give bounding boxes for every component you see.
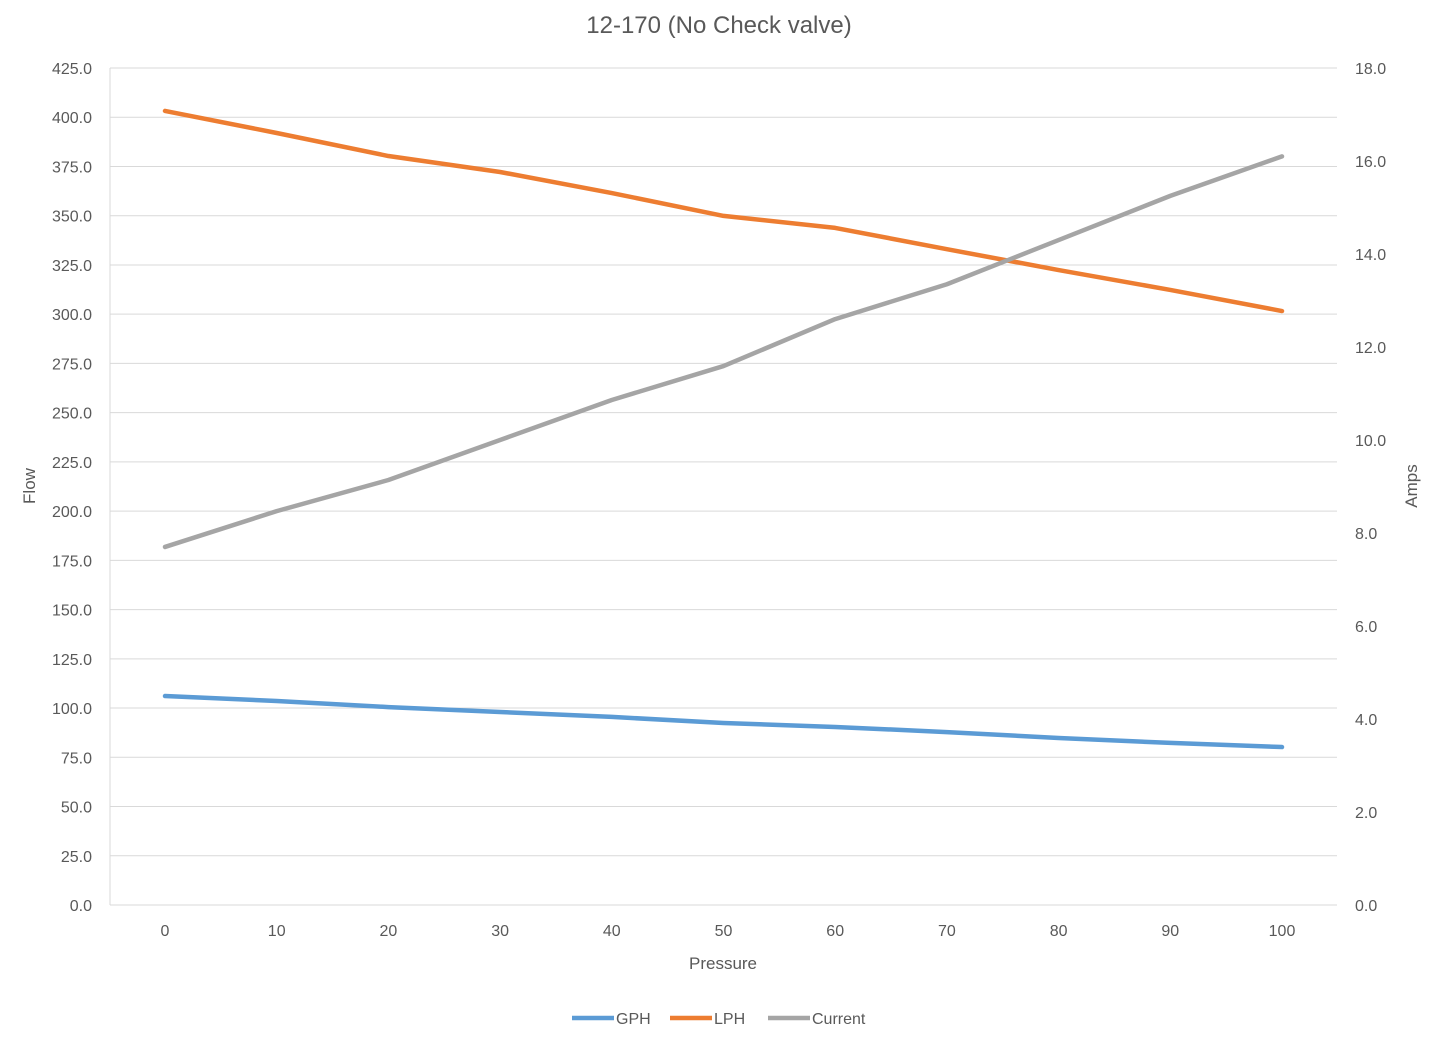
y-tick-label: 350.0: [52, 209, 92, 226]
y2-tick-label: 12.0: [1355, 340, 1386, 357]
y-tick-label: 75.0: [61, 750, 92, 767]
x-axis-ticks: 0 10 20 30 40 50 60 70 80 90 100: [161, 923, 1296, 940]
y-tick-label: 225.0: [52, 455, 92, 472]
y-tick-label: 300.0: [52, 307, 92, 324]
x-tick-label: 100: [1269, 923, 1296, 940]
y-tick-label: 375.0: [52, 159, 92, 176]
y-tick-label: 200.0: [52, 504, 92, 521]
y2-tick-label: 6.0: [1355, 619, 1377, 636]
y-tick-label: 275.0: [52, 356, 92, 373]
y2-tick-label: 8.0: [1355, 526, 1377, 543]
gridlines: [109, 67, 1337, 906]
x-tick-label: 40: [603, 923, 621, 940]
legend: GPH LPH Current: [572, 1011, 866, 1028]
series-lines: [162, 108, 1285, 750]
y-tick-label: 25.0: [61, 849, 92, 866]
legend-label: GPH: [616, 1011, 651, 1028]
x-tick-label: 20: [380, 923, 398, 940]
y2-axis-label: Amps: [1402, 464, 1421, 507]
legend-item-current: Current: [768, 1011, 866, 1028]
x-tick-label: 0: [161, 923, 170, 940]
y-tick-label: 150.0: [52, 603, 92, 620]
y-tick-label: 325.0: [52, 258, 92, 275]
y-tick-label: 250.0: [52, 406, 92, 423]
series-line-gph: [162, 693, 1285, 750]
y2-tick-label: 2.0: [1355, 805, 1377, 822]
x-tick-label: 80: [1050, 923, 1068, 940]
y-tick-label: 50.0: [61, 800, 92, 817]
legend-item-lph: LPH: [670, 1011, 745, 1028]
y2-tick-label: 14.0: [1355, 247, 1386, 264]
y2-axis-ticks: 0.0 2.0 4.0 6.0 8.0 10.0 12.0 14.0 16.0 18.0: [1355, 61, 1386, 915]
x-tick-label: 90: [1161, 923, 1179, 940]
legend-label: Current: [812, 1011, 866, 1028]
y2-tick-label: 4.0: [1355, 712, 1377, 729]
y-tick-label: 0.0: [70, 898, 92, 915]
x-axis-label: Pressure: [689, 954, 757, 973]
series-line-lph: [162, 108, 1285, 314]
y2-tick-label: 18.0: [1355, 61, 1386, 78]
y-tick-label: 175.0: [52, 553, 92, 570]
x-tick-label: 60: [826, 923, 844, 940]
series-line-current: [162, 154, 1285, 550]
y-axis-ticks: 0.0 25.0 50.0 75.0 100.0 125.0 150.0 175.0 200.0…: [52, 61, 92, 915]
legend-label: LPH: [714, 1011, 745, 1028]
legend-item-gph: GPH: [572, 1011, 651, 1028]
y2-tick-label: 16.0: [1355, 154, 1386, 171]
chart-title: 12-170 (No Check valve): [586, 12, 851, 39]
y-axis-label: Flow: [20, 467, 39, 504]
y-tick-label: 400.0: [52, 110, 92, 127]
x-tick-label: 10: [268, 923, 286, 940]
y-tick-label: 100.0: [52, 701, 92, 718]
y-tick-label: 425.0: [52, 61, 92, 78]
y2-tick-label: 0.0: [1355, 898, 1377, 915]
x-tick-label: 30: [491, 923, 509, 940]
y2-tick-label: 10.0: [1355, 433, 1386, 450]
y-tick-label: 125.0: [52, 652, 92, 669]
x-tick-label: 70: [938, 923, 956, 940]
x-tick-label: 50: [715, 923, 733, 940]
